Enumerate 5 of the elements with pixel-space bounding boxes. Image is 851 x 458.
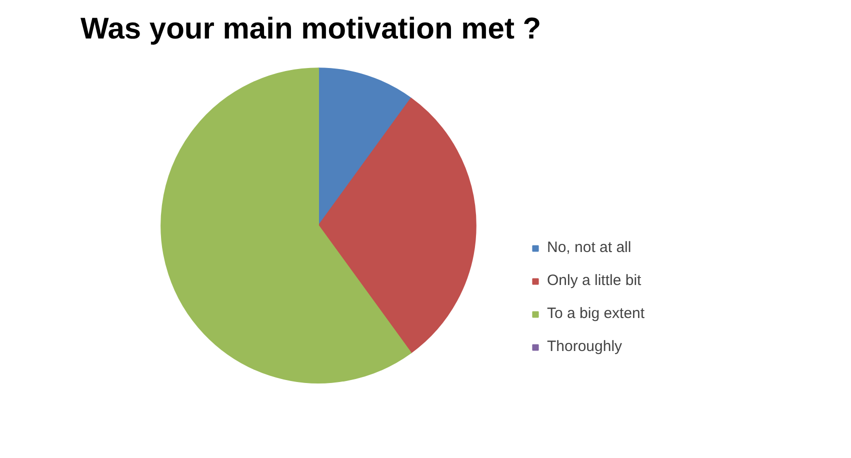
legend-label: To a big extent — [547, 305, 645, 322]
legend-label: Only a little bit — [547, 272, 642, 289]
legend-label: Thoroughly — [547, 338, 622, 355]
legend-label: No, not at all — [547, 239, 632, 256]
chart-title: Was your main motivation met ? — [80, 12, 542, 46]
